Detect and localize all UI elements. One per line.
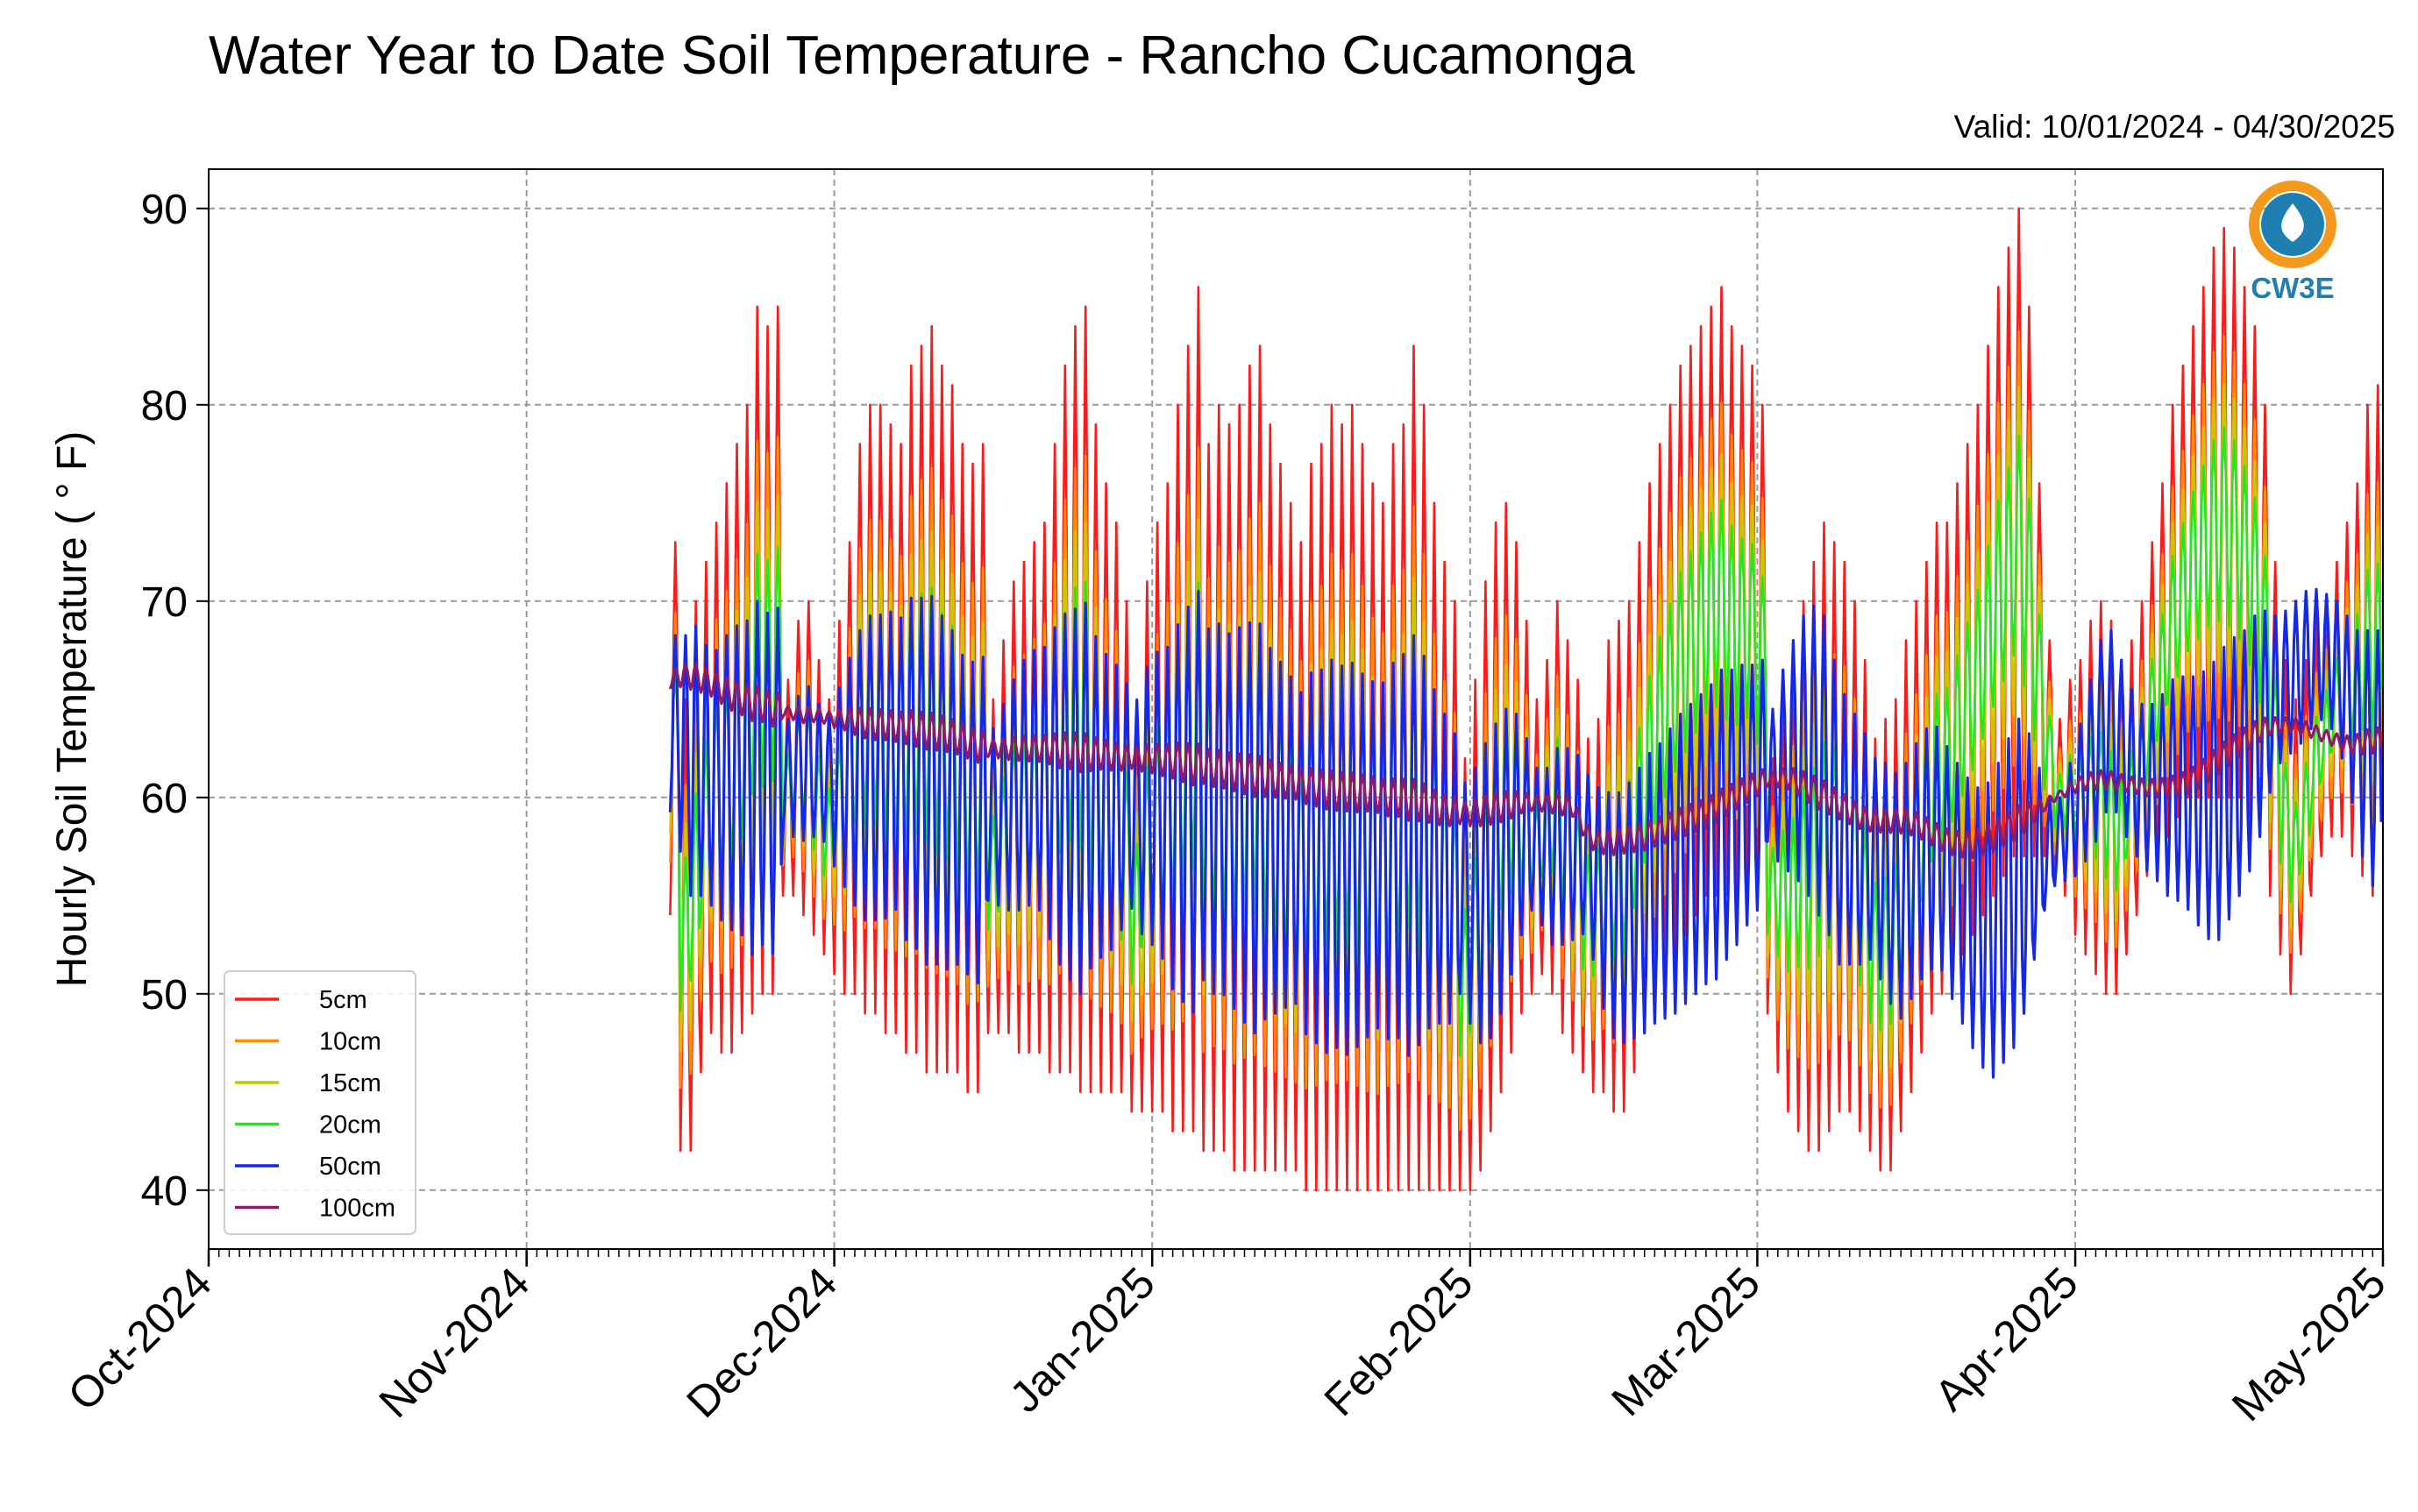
x-tick-label: Nov-2024 — [370, 1258, 539, 1427]
valid-date-range: Valid: 10/01/2024 - 04/30/2025 — [1953, 109, 2395, 145]
legend-label: 50cm — [319, 1153, 381, 1181]
series-layer — [668, 207, 2383, 1192]
x-tick-label: Oct-2024 — [59, 1258, 221, 1420]
x-tick-label: May-2025 — [2222, 1258, 2395, 1430]
series-line-50cm — [668, 587, 2383, 1079]
legend-label: 5cm — [319, 986, 367, 1014]
logo-text: CW3E — [2251, 272, 2334, 304]
legend-label: 100cm — [319, 1195, 395, 1223]
y-tick-label: 50 — [141, 972, 188, 1019]
x-tick-label: Jan-2025 — [1000, 1258, 1164, 1422]
y-tick-label: 90 — [141, 187, 188, 233]
legend-label: 10cm — [319, 1028, 381, 1056]
cw3e-logo-icon: CW3E — [2249, 181, 2336, 304]
series-line-100cm — [668, 662, 2383, 860]
legend: 5cm 10cm 15cm 20cm 50cm 100cm — [224, 970, 416, 1235]
x-tick-label: Mar-2025 — [1602, 1258, 1769, 1425]
y-tick-label: 60 — [141, 776, 188, 822]
y-tick-label: 80 — [141, 383, 188, 429]
y-axis-label: Hourly Soil Temperature ( ° F) — [49, 431, 96, 988]
legend-label: 15cm — [319, 1069, 381, 1097]
x-tick-label: Apr-2025 — [1925, 1258, 2087, 1420]
x-tick-label: Feb-2025 — [1315, 1258, 1483, 1425]
y-tick-label: 40 — [141, 1168, 188, 1215]
chart-title: Water Year to Date Soil Temperature - Ra… — [209, 25, 1635, 86]
legend-box — [224, 970, 416, 1235]
logo-ring — [2249, 181, 2336, 268]
x-tick-label: Dec-2024 — [677, 1258, 846, 1427]
y-tick-label: 70 — [141, 579, 188, 626]
water-drop-icon — [2281, 203, 2304, 242]
legend-label: 20cm — [319, 1111, 381, 1139]
